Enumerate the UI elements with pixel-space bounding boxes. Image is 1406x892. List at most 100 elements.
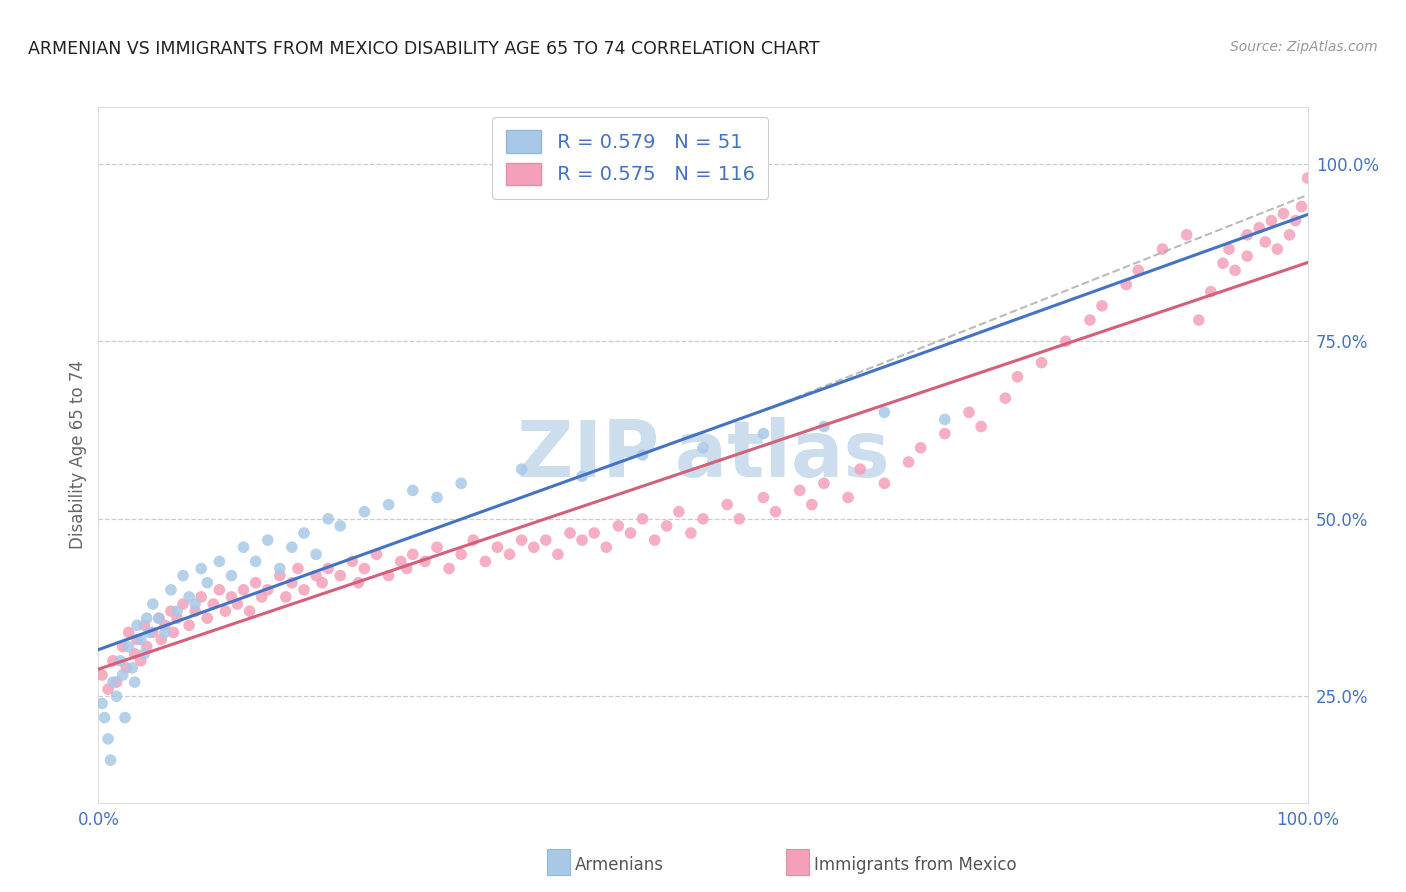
- Point: [571, 469, 593, 483]
- Point: [97, 682, 120, 697]
- Text: ARMENIAN VS IMMIGRANTS FROM MEXICO DISABILITY AGE 65 TO 74 CORRELATION CHART: ARMENIAN VS IMMIGRANTS FROM MEXICO DISAB…: [28, 40, 820, 58]
- Point: [498, 547, 520, 561]
- Text: ZIP atlas: ZIP atlas: [516, 417, 890, 493]
- Point: [93, 710, 115, 724]
- Point: [232, 540, 254, 554]
- Point: [450, 476, 472, 491]
- Point: [523, 540, 546, 554]
- Point: [311, 575, 333, 590]
- Point: [195, 611, 218, 625]
- Point: [849, 462, 872, 476]
- Point: [547, 547, 569, 561]
- Point: [256, 582, 278, 597]
- Point: [1115, 277, 1137, 292]
- Point: [486, 540, 509, 554]
- Point: [342, 554, 364, 568]
- Point: [153, 618, 176, 632]
- Point: [150, 632, 173, 647]
- Point: [1007, 369, 1029, 384]
- Text: Source: ZipAtlas.com: Source: ZipAtlas.com: [1230, 40, 1378, 54]
- Point: [111, 640, 134, 654]
- Point: [1031, 356, 1053, 370]
- Point: [800, 498, 823, 512]
- Point: [402, 547, 425, 561]
- Point: [142, 597, 165, 611]
- Point: [957, 405, 980, 419]
- Point: [138, 625, 160, 640]
- Point: [160, 604, 183, 618]
- Point: [118, 625, 141, 640]
- Point: [202, 597, 225, 611]
- Point: [1254, 235, 1277, 249]
- Point: [134, 618, 156, 632]
- Point: [108, 654, 131, 668]
- Point: [377, 498, 399, 512]
- Point: [221, 568, 243, 582]
- Point: [135, 640, 157, 654]
- Point: [91, 668, 114, 682]
- Point: [837, 491, 859, 505]
- Point: [813, 476, 835, 491]
- Point: [1260, 213, 1282, 227]
- Point: [148, 611, 170, 625]
- Point: [287, 561, 309, 575]
- Point: [239, 604, 262, 618]
- Point: [692, 441, 714, 455]
- Point: [232, 582, 254, 597]
- Point: [534, 533, 557, 548]
- Point: [716, 498, 738, 512]
- Point: [463, 533, 485, 548]
- Point: [752, 426, 775, 441]
- Point: [274, 590, 297, 604]
- Point: [115, 661, 138, 675]
- Point: [97, 731, 120, 746]
- Point: [571, 533, 593, 548]
- Point: [1267, 242, 1289, 256]
- Point: [1272, 206, 1295, 220]
- Point: [208, 582, 231, 597]
- Point: [426, 491, 449, 505]
- Point: [1152, 242, 1174, 256]
- Point: [179, 590, 201, 604]
- Point: [1278, 227, 1301, 242]
- Point: [655, 519, 678, 533]
- Point: [329, 519, 352, 533]
- Point: [292, 526, 315, 541]
- Point: [256, 533, 278, 548]
- Point: [474, 554, 496, 568]
- Point: [329, 568, 352, 582]
- Point: [1218, 242, 1240, 256]
- Point: [934, 412, 956, 426]
- Point: [91, 697, 114, 711]
- Point: [1296, 171, 1319, 186]
- Point: [184, 597, 207, 611]
- Point: [426, 540, 449, 554]
- Point: [1291, 199, 1313, 213]
- Legend:  R = 0.579   N = 51,  R = 0.575   N = 116: R = 0.579 N = 51, R = 0.575 N = 116: [492, 117, 769, 199]
- Point: [631, 512, 654, 526]
- Point: [347, 575, 370, 590]
- Point: [127, 618, 149, 632]
- Point: [377, 568, 399, 582]
- Point: [245, 554, 267, 568]
- Point: [395, 561, 418, 575]
- Point: [692, 512, 714, 526]
- Point: [910, 441, 932, 455]
- Point: [873, 405, 896, 419]
- Point: [305, 568, 328, 582]
- Point: [389, 554, 412, 568]
- Point: [970, 419, 993, 434]
- Point: [1091, 299, 1114, 313]
- Point: [148, 611, 170, 625]
- Point: [179, 618, 201, 632]
- Point: [269, 561, 291, 575]
- Point: [679, 526, 702, 541]
- Point: [789, 483, 811, 498]
- Point: [765, 505, 787, 519]
- Point: [124, 675, 146, 690]
- Point: [450, 547, 472, 561]
- Point: [190, 561, 212, 575]
- Point: [1249, 220, 1271, 235]
- Point: [221, 590, 243, 604]
- Point: [366, 547, 388, 561]
